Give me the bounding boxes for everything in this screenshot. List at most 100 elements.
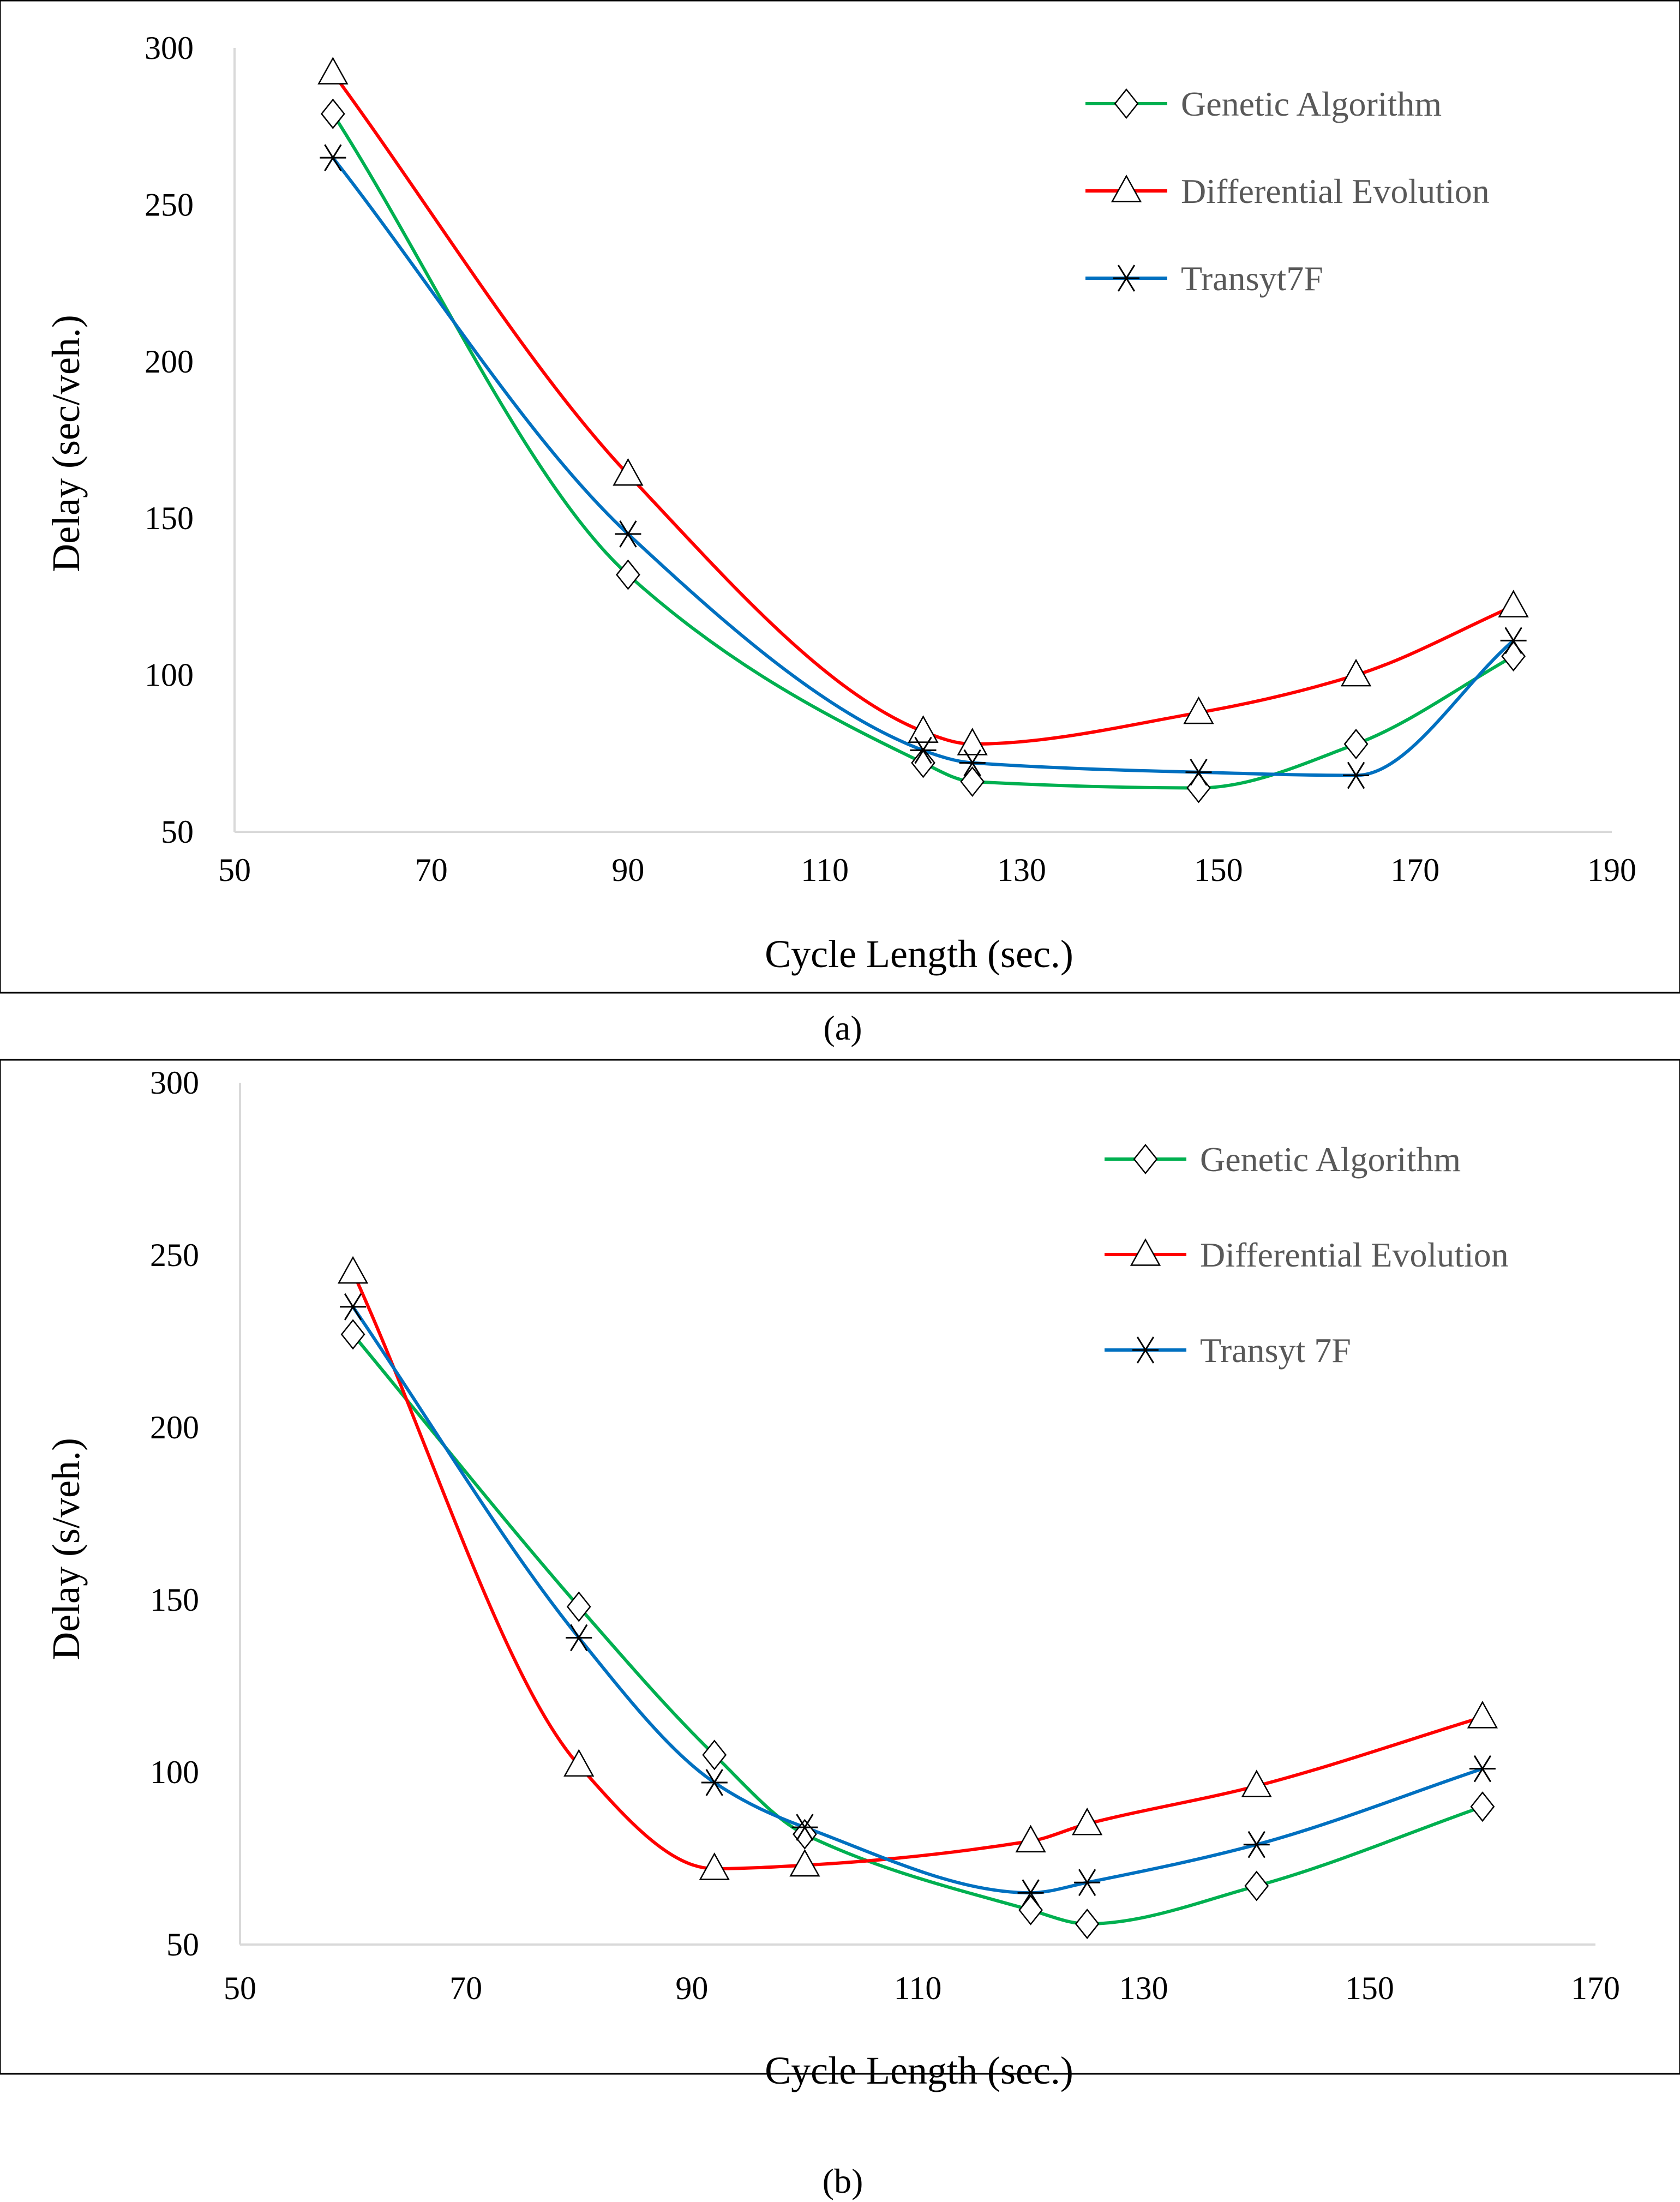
data-point-genetic-algorithm [1075,1909,1100,1940]
data-point-transyt-7f [791,1814,818,1841]
y-tick-label: 50 [161,814,194,850]
legend-marker-transyt7f [1113,265,1139,292]
legend-marker-differential-evolution [1111,175,1142,202]
legend-label-differential-evolution: Differential Evolution [1181,172,1490,211]
data-point-transyt-7f [1243,1831,1270,1858]
y-axis-title-b: Delay (s/veh.) [44,1438,88,1660]
chart-frame-b [0,1059,1680,2075]
data-point-genetic-algorithm [702,1739,727,1771]
data-point-differential-evolution [317,57,349,85]
series-line-genetic-algorithm [331,112,1515,790]
data-point-genetic-algorithm [1244,1870,1269,1901]
data-point-transyt7f [959,749,986,777]
data-point-genetic-algorithm [960,766,985,797]
data-point-differential-evolution [908,715,939,743]
x-axis-title-b: Cycle Length (sec.) [765,2049,1073,2092]
series-line-differential-evolution [331,71,1515,746]
data-point-differential-evolution [1015,1825,1046,1853]
x-tick-label: 90 [675,1970,708,2006]
legend-marker-differential-evolution [1130,1238,1161,1266]
x-tick-label: 150 [1194,852,1243,888]
data-point-genetic-algorithm [1343,729,1369,760]
data-point-genetic-algorithm [1186,772,1211,803]
y-axis-title-a: Delay (sec/veh.) [44,315,88,572]
data-point-transyt7f [615,520,641,548]
data-point-transyt7f [320,144,346,171]
data-point-differential-evolution [957,728,988,755]
y-tick-label: 250 [145,187,194,223]
data-point-differential-evolution [1498,590,1529,617]
chart-frame-a [0,0,1680,994]
data-point-differential-evolution [1340,658,1372,687]
data-point-differential-evolution [1241,1769,1272,1798]
y-tick-label: 250 [150,1237,199,1273]
caption-a: (a) [823,1009,862,1047]
data-point-differential-evolution [789,1849,820,1877]
series-line-genetic-algorithm [351,1333,1484,1926]
x-tick-label: 130 [1119,1970,1168,2006]
legend-label-genetic-algorithm: Genetic Algorithm [1200,1140,1461,1179]
data-point-genetic-algorithm [1470,1791,1495,1822]
legend-marker-genetic-algorithm [1114,88,1139,119]
axes-a: 50 70 90 110 130 150 170 190 50 100 150 200 250 300 [145,30,1636,888]
x-tick-label: 70 [415,852,448,888]
series-line-transyt-7f [351,1305,1484,1895]
series-lines-b [351,1270,1484,1926]
caption-b: (b) [823,2162,863,2200]
data-point-differential-evolution [1467,1701,1498,1729]
legend-a: Genetic Algorithm Differential Evolution T… [1085,85,1490,298]
y-tick-label: 300 [150,1065,199,1101]
data-point-transyt-7f [566,1624,592,1652]
data-point-transyt-7f [1469,1755,1496,1783]
data-point-genetic-algorithm [911,747,935,778]
x-tick-label: 70 [449,1970,482,2006]
series-line-transyt7f [331,156,1515,777]
y-tick-label: 150 [145,500,194,536]
x-tick-label: 50 [218,852,251,888]
data-point-genetic-algorithm [616,559,640,590]
data-point-transyt7f [1343,761,1370,789]
data-point-differential-evolution [699,1852,730,1880]
data-point-transyt-7f [1017,1879,1044,1906]
data-point-transyt-7f [701,1769,728,1796]
x-tick-label: 170 [1390,852,1439,888]
data-point-transyt7f [1500,627,1527,655]
x-tick-label: 190 [1587,852,1636,888]
x-tick-label: 110 [894,1970,942,2006]
x-tick-label: 50 [224,1970,256,2006]
series-markers-b [337,1256,1498,1940]
data-point-differential-evolution [1072,1807,1103,1835]
data-point-transyt-7f [1074,1869,1101,1897]
data-point-genetic-algorithm [320,98,345,129]
legend-label-transyt7f: Transyt7F [1181,259,1323,298]
y-tick-label: 200 [145,344,194,380]
y-tick-label: 300 [145,30,194,66]
x-axis-title-a: Cycle Length (sec.) [765,932,1073,976]
x-tick-label: 170 [1571,1970,1620,2006]
data-point-differential-evolution [337,1256,369,1284]
y-tick-label: 150 [150,1582,199,1618]
x-tick-label: 110 [801,852,849,888]
series-markers-a [317,57,1529,803]
data-point-genetic-algorithm [340,1319,365,1350]
axes-b: 50 70 90 110 130 150 170 50 100 150 200 250 300 [150,1065,1620,2006]
x-tick-label: 90 [611,852,644,888]
legend-marker-transyt-7f [1132,1336,1159,1364]
y-tick-label: 50 [166,1927,199,1963]
legend-marker-genetic-algorithm [1133,1143,1158,1175]
legend-b: Genetic Algorithm Differential Evolution T… [1105,1140,1509,1370]
chart-panel-a: 50 70 90 110 130 150 170 190 50 100 150 200 250 300 G… [0,0,1680,994]
data-point-transyt-7f [340,1293,367,1321]
x-tick-label: 130 [997,852,1046,888]
data-point-differential-evolution [1183,696,1214,724]
data-point-differential-evolution [563,1749,595,1777]
data-point-transyt7f [1185,758,1212,786]
y-tick-label: 100 [150,1754,199,1790]
x-tick-label: 150 [1345,1970,1394,2006]
legend-label-transyt-7f: Transyt 7F [1200,1331,1351,1370]
y-tick-label: 200 [150,1409,199,1445]
data-point-transyt7f [910,736,937,764]
data-point-genetic-algorithm [1018,1894,1043,1925]
legend-label-genetic-algorithm: Genetic Algorithm [1181,85,1442,123]
